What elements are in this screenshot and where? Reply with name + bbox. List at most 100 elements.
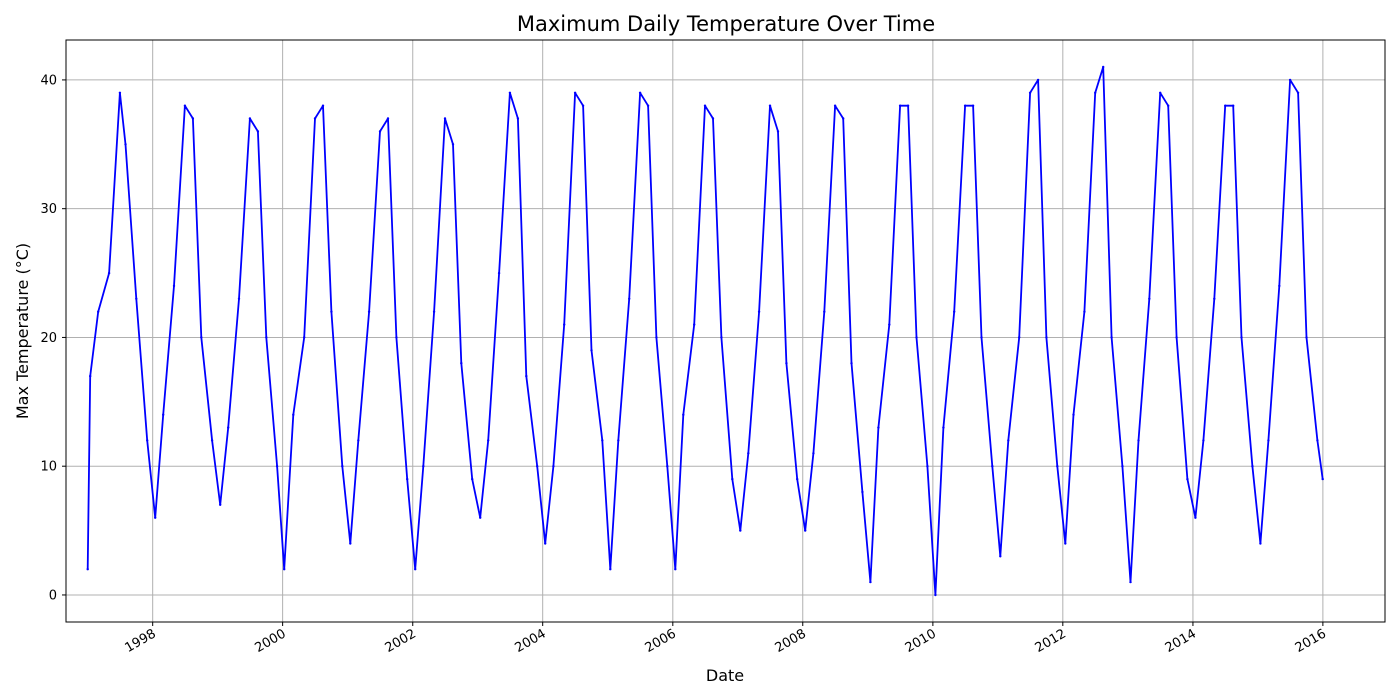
data-point [292, 413, 295, 416]
data-point [89, 374, 92, 378]
x-tick-label: 2010 [903, 626, 939, 656]
x-axis-title: Date [706, 666, 744, 685]
data-point [850, 362, 853, 365]
data-point [321, 104, 325, 107]
data-point [823, 310, 826, 313]
data-point [693, 323, 696, 326]
data-point [124, 143, 127, 146]
data-point [655, 336, 658, 339]
y-tick-label: 30 [40, 202, 57, 217]
data-point [487, 439, 490, 442]
x-tick-label: 2008 [773, 626, 809, 656]
x-axis: 1998 2000 2002 2004 2006 2008 2010 2012 2014 2016 [123, 622, 1329, 656]
data-point [971, 104, 975, 107]
data-point [283, 568, 286, 571]
data-point [666, 465, 669, 468]
data-point [162, 413, 165, 416]
data-point [1045, 336, 1048, 339]
y-axis-title: Max Temperature (°C) [13, 243, 32, 419]
x-tick-label: 2000 [252, 626, 288, 656]
data-point [135, 297, 138, 300]
x-tick-label: 2016 [1293, 626, 1329, 656]
data-point [1224, 104, 1227, 107]
data-point [1194, 516, 1197, 519]
data-point [414, 568, 417, 571]
data-point [1316, 439, 1319, 442]
data-point [443, 117, 447, 120]
data-point [378, 130, 382, 133]
data-point [349, 542, 352, 545]
data-point [183, 104, 187, 107]
data-point [682, 413, 685, 416]
data-point [191, 117, 195, 120]
data-point [898, 104, 902, 107]
data-point [563, 323, 566, 326]
data-point [739, 529, 742, 532]
data-point [210, 439, 214, 442]
data-point [1202, 439, 1205, 442]
data-point [219, 503, 222, 506]
x-tick-label: 2002 [383, 626, 419, 656]
data-point [552, 465, 555, 468]
data-point [1121, 465, 1124, 468]
data-point [118, 91, 122, 95]
data-point [776, 130, 780, 133]
data-point [963, 104, 967, 107]
data-point [1305, 336, 1308, 339]
data-point [265, 336, 268, 339]
y-axis: 0 10 20 30 40 [40, 73, 66, 603]
data-point [1102, 65, 1105, 69]
data-point [422, 465, 425, 468]
data-point [107, 271, 111, 275]
data-point [275, 465, 279, 468]
plot-area-frame [65, 39, 1386, 623]
data-point [1018, 336, 1021, 339]
data-point [601, 439, 604, 442]
data-point [1267, 439, 1270, 442]
data-point [479, 516, 482, 519]
data-point [1137, 439, 1140, 442]
data-point [516, 117, 520, 120]
data-point [1288, 78, 1292, 82]
data-point [330, 310, 333, 313]
data-point [1036, 78, 1040, 82]
data-point [97, 310, 100, 313]
y-tick-label: 20 [40, 331, 57, 346]
data-point [1213, 297, 1216, 300]
data-point [757, 310, 761, 313]
data-point [1094, 91, 1097, 95]
data-point [1110, 336, 1113, 339]
data-point [638, 91, 642, 95]
data-point [1056, 465, 1059, 468]
data-point [1028, 91, 1032, 95]
data-point [154, 516, 157, 519]
data-point [471, 477, 474, 481]
chart-title: Maximum Daily Temperature Over Time [517, 12, 935, 36]
data-point [999, 555, 1002, 558]
data-point [256, 130, 260, 133]
x-tick-label: 2014 [1163, 626, 1199, 656]
data-point [833, 104, 837, 107]
data-point [590, 349, 593, 352]
data-point [869, 580, 872, 584]
data-point [711, 117, 715, 120]
data-point [237, 297, 241, 300]
data-point [1240, 336, 1243, 339]
y-tick-label: 0 [49, 588, 57, 603]
data-point [804, 529, 807, 532]
data-point [146, 439, 149, 442]
data-point [888, 323, 891, 326]
data-point [768, 104, 772, 107]
data-point [842, 117, 845, 120]
data-point [906, 104, 910, 107]
data-point [525, 374, 528, 378]
series-layer [86, 65, 1324, 597]
data-point [497, 271, 501, 275]
data-point [812, 452, 815, 455]
data-point [1083, 310, 1086, 313]
data-point [1251, 465, 1254, 468]
data-point [747, 452, 750, 455]
data-point [953, 310, 956, 313]
